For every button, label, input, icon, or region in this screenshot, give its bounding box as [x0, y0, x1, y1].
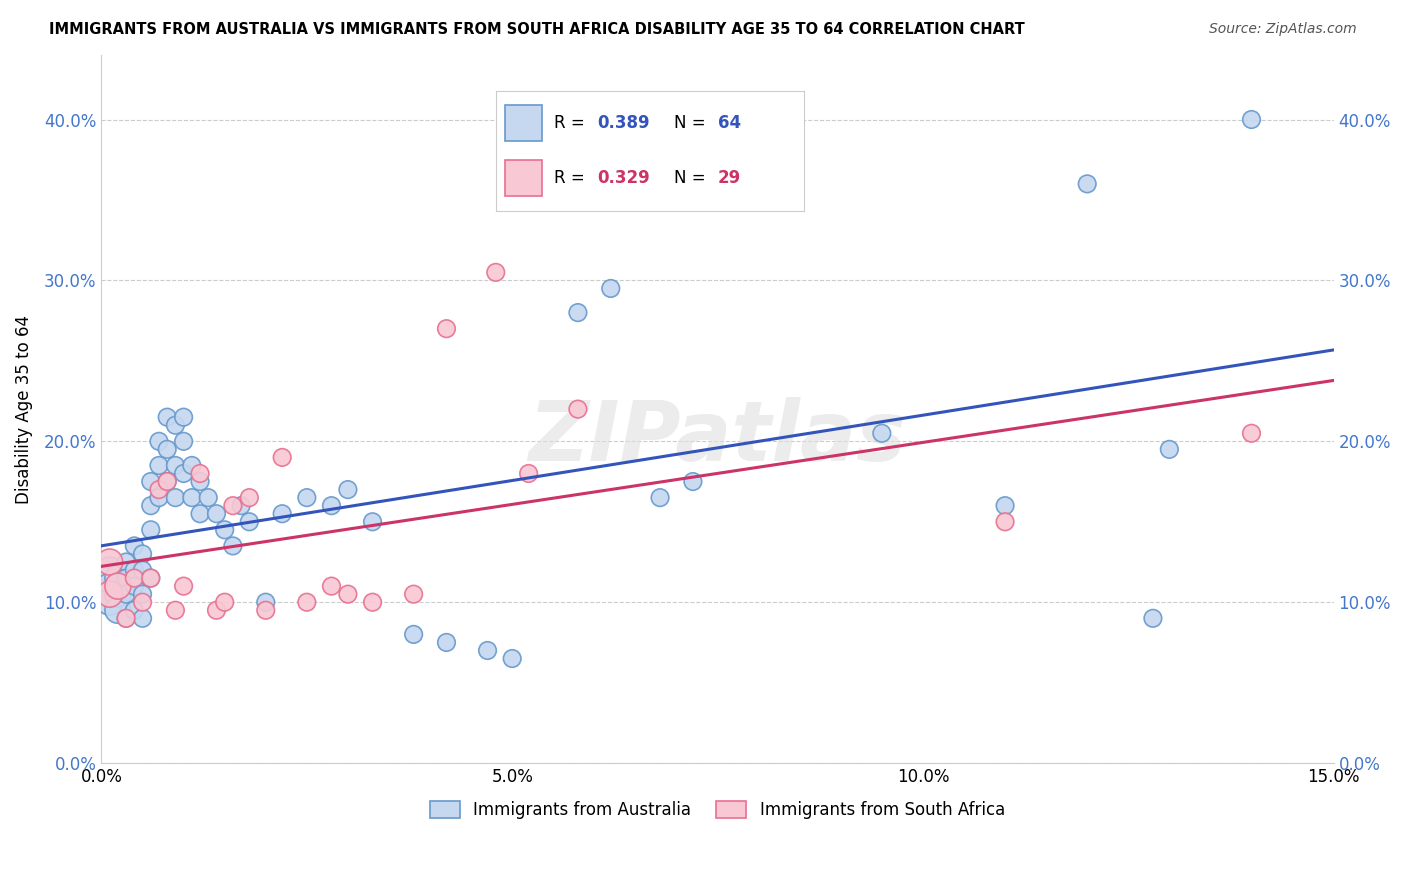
Point: [115, 611, 138, 625]
Point: [205, 507, 228, 521]
Text: Source: ZipAtlas.com: Source: ZipAtlas.com: [1209, 22, 1357, 37]
Point: [180, 458, 202, 473]
Point: [131, 595, 153, 609]
Point: [131, 547, 153, 561]
Point: [567, 305, 589, 319]
Point: [436, 321, 458, 335]
Point: [321, 499, 343, 513]
Point: [124, 603, 146, 617]
Point: [131, 611, 153, 625]
Point: [229, 499, 252, 513]
Point: [205, 603, 228, 617]
Point: [1240, 426, 1263, 441]
Point: [1159, 442, 1181, 457]
Point: [994, 515, 1017, 529]
Point: [115, 611, 138, 625]
Point: [131, 587, 153, 601]
Point: [197, 491, 219, 505]
Point: [295, 491, 318, 505]
Point: [115, 571, 138, 585]
Point: [124, 539, 146, 553]
Point: [156, 475, 179, 489]
Point: [115, 555, 138, 569]
Point: [107, 603, 129, 617]
Point: [173, 579, 195, 593]
Point: [124, 579, 146, 593]
Point: [517, 467, 540, 481]
Point: [107, 579, 129, 593]
Point: [402, 627, 425, 641]
Point: [295, 595, 318, 609]
Point: [994, 499, 1017, 513]
Point: [188, 507, 211, 521]
Text: IMMIGRANTS FROM AUSTRALIA VS IMMIGRANTS FROM SOUTH AFRICA DISABILITY AGE 35 TO 6: IMMIGRANTS FROM AUSTRALIA VS IMMIGRANTS …: [49, 22, 1025, 37]
Point: [321, 579, 343, 593]
Legend: Immigrants from Australia, Immigrants from South Africa: Immigrants from Australia, Immigrants fr…: [423, 794, 1012, 826]
Point: [361, 595, 384, 609]
Point: [98, 555, 121, 569]
Point: [139, 499, 162, 513]
Point: [98, 595, 121, 609]
Text: ZIPatlas: ZIPatlas: [529, 397, 907, 478]
Point: [188, 467, 211, 481]
Point: [271, 507, 294, 521]
Point: [501, 651, 523, 665]
Point: [214, 523, 236, 537]
Point: [173, 410, 195, 425]
Point: [156, 410, 179, 425]
Point: [336, 587, 359, 601]
Y-axis label: Disability Age 35 to 64: Disability Age 35 to 64: [15, 315, 32, 504]
Point: [148, 483, 170, 497]
Point: [107, 571, 129, 585]
Point: [214, 595, 236, 609]
Point: [165, 458, 187, 473]
Point: [139, 571, 162, 585]
Point: [436, 635, 458, 649]
Point: [1142, 611, 1164, 625]
Point: [165, 603, 187, 617]
Point: [222, 499, 245, 513]
Point: [139, 523, 162, 537]
Point: [188, 475, 211, 489]
Point: [870, 426, 893, 441]
Point: [124, 571, 146, 585]
Point: [156, 442, 179, 457]
Point: [254, 595, 277, 609]
Point: [648, 491, 671, 505]
Point: [173, 434, 195, 449]
Point: [156, 475, 179, 489]
Point: [402, 587, 425, 601]
Point: [485, 265, 508, 279]
Point: [238, 515, 260, 529]
Point: [98, 579, 121, 593]
Point: [477, 643, 499, 657]
Point: [98, 563, 121, 577]
Point: [115, 587, 138, 601]
Point: [139, 571, 162, 585]
Point: [173, 467, 195, 481]
Point: [165, 491, 187, 505]
Point: [238, 491, 260, 505]
Point: [682, 475, 704, 489]
Point: [107, 587, 129, 601]
Point: [180, 491, 202, 505]
Point: [599, 281, 621, 295]
Point: [1076, 177, 1098, 191]
Point: [567, 402, 589, 417]
Point: [165, 418, 187, 433]
Point: [1240, 112, 1263, 127]
Point: [361, 515, 384, 529]
Point: [148, 491, 170, 505]
Point: [271, 450, 294, 465]
Point: [336, 483, 359, 497]
Point: [148, 434, 170, 449]
Point: [124, 563, 146, 577]
Point: [131, 563, 153, 577]
Point: [139, 475, 162, 489]
Point: [148, 458, 170, 473]
Point: [222, 539, 245, 553]
Point: [254, 603, 277, 617]
Point: [98, 587, 121, 601]
